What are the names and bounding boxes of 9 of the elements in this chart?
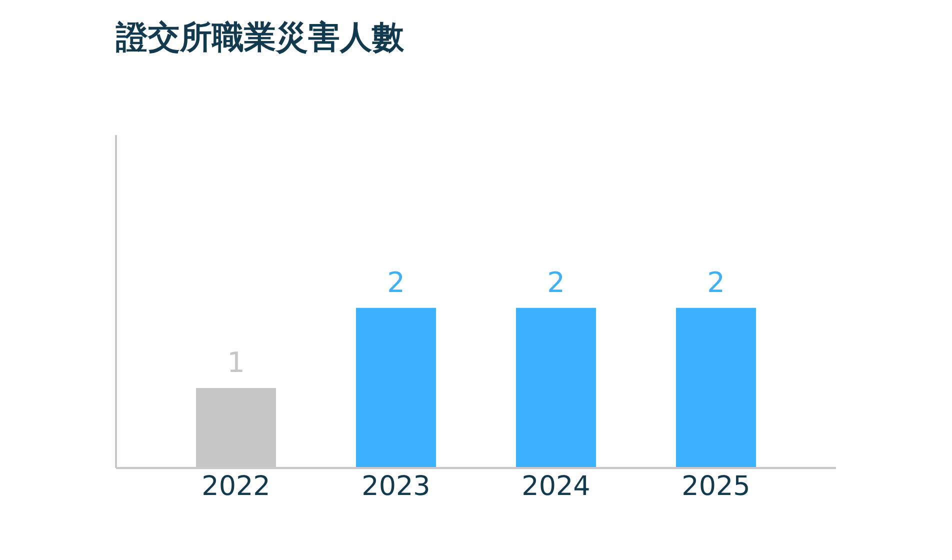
data-label: 2 (707, 266, 725, 299)
data-label: 2 (387, 266, 405, 299)
x-tick-label: 2025 (682, 471, 750, 502)
x-tick-label: 2023 (362, 471, 430, 502)
data-label: 1 (227, 346, 245, 379)
chart-title: 證交所職業災害人數 (116, 17, 404, 58)
x-tick-label: 2022 (202, 471, 270, 502)
data-label: 2 (547, 266, 565, 299)
x-tick-label: 2024 (522, 471, 590, 502)
